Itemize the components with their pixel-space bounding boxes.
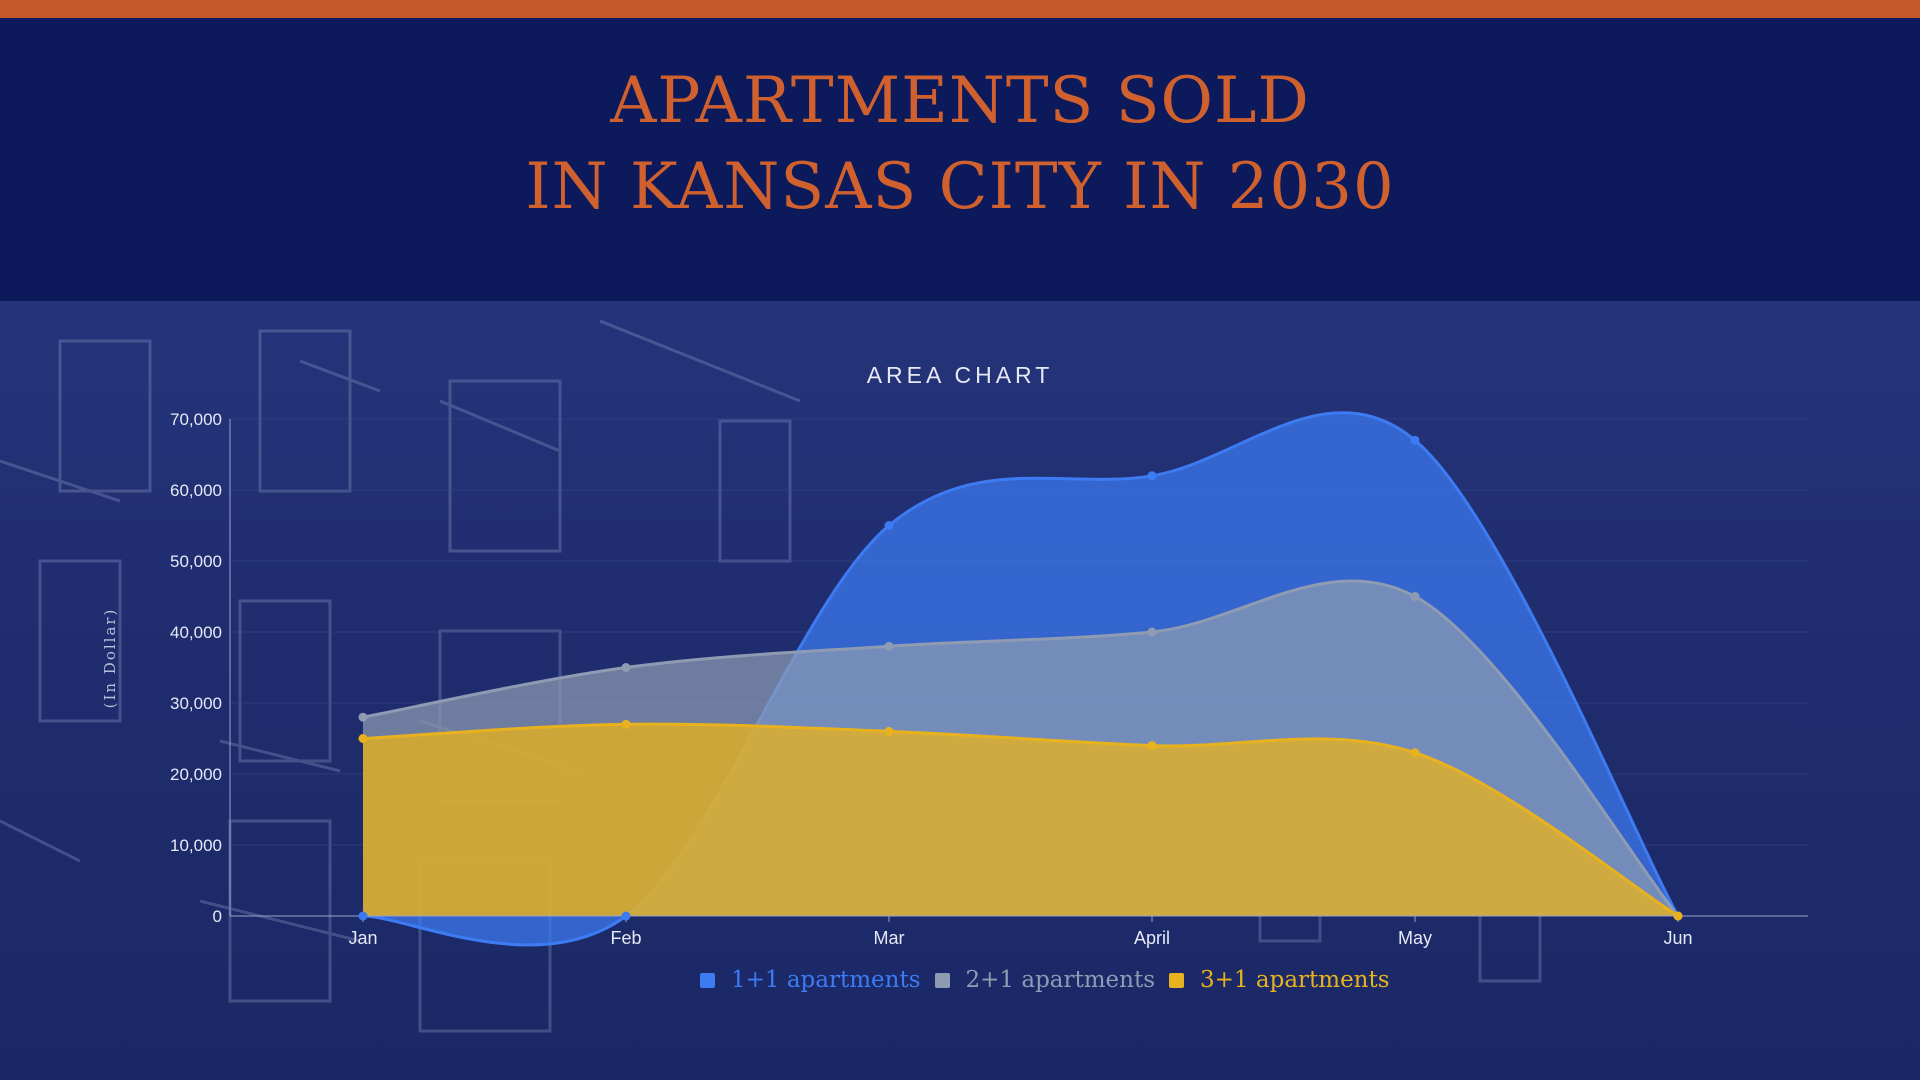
legend-swatch: [934, 972, 950, 988]
legend-item-2-1-apartments[interactable]: 2+1 apartments: [934, 967, 1156, 993]
line-3-1-apartments: [362, 722, 1679, 918]
line-1-1-apartments: [362, 411, 1680, 947]
point-1-1-apartments-april: [1147, 471, 1157, 481]
point-3-1-apartments-may: [1410, 748, 1420, 758]
line-2-1-apartments: [362, 579, 1680, 917]
chart-legend: 1+1 apartments 2+1 apartments 3+1 apartmen…: [700, 960, 1390, 1000]
y-tick-label: 20,000: [170, 765, 222, 784]
x-tick-label-feb: Feb: [610, 928, 641, 948]
y-tick-label: 40,000: [170, 623, 222, 642]
y-tick-label: 70,000: [170, 410, 222, 429]
legend-item-3-1-apartments[interactable]: 3+1 apartments: [1169, 967, 1390, 993]
point-2-1-apartments-mar: [884, 641, 894, 651]
point-2-1-apartments-jan: [358, 712, 368, 722]
point-3-1-apartments-jun: [1673, 911, 1683, 921]
title-line-1: APARTMENTS SOLD: [610, 64, 1310, 138]
top-accent-bar: [0, 0, 1920, 18]
legend-label: 1+1 apartments: [731, 967, 921, 993]
point-3-1-apartments-mar: [884, 726, 894, 736]
point-1-1-apartments-mar: [884, 521, 894, 530]
legend-label: 2+1 apartments: [965, 967, 1156, 993]
x-tick-label-jun: Jun: [1663, 928, 1692, 948]
point-1-1-apartments-feb: [621, 911, 631, 921]
y-tick-label: 60,000: [170, 481, 222, 500]
legend-swatch: [700, 972, 715, 988]
y-tick-label: 50,000: [170, 552, 222, 571]
page-title: APARTMENTS SOLD IN KANSAS CITY IN 2030: [0, 58, 1920, 230]
point-1-1-apartments-jan: [358, 911, 368, 921]
point-3-1-apartments-feb: [621, 719, 631, 729]
point-3-1-apartments-april: [1147, 741, 1157, 751]
x-tick-label-jan: Jan: [348, 928, 377, 948]
chart-title: AREA CHART: [866, 362, 1054, 388]
area-layer: [362, 411, 1680, 947]
y-tick-label: 30,000: [170, 694, 222, 713]
x-tick-label-april: April: [1134, 928, 1170, 948]
tick-label-layer: 0 10,000 20,000 30,000 40,000 50,000 60,000 70,…: [170, 410, 1693, 948]
legend-swatch: [1169, 972, 1185, 988]
legend-label: 3+1 apartments: [1200, 967, 1390, 993]
point-2-1-apartments-may: [1410, 592, 1420, 601]
point-3-1-apartments-jan: [358, 734, 368, 743]
y-tick-label: 10,000: [170, 836, 222, 855]
y-tick-label: 0: [213, 907, 222, 926]
x-tick-label-mar: Mar: [874, 928, 905, 948]
point-2-1-apartments-feb: [621, 663, 631, 672]
point-layer: [358, 435, 1683, 921]
area-3-1-apartments: [363, 724, 1678, 916]
title-line-2: IN KANSAS CITY IN 2030: [525, 150, 1395, 224]
point-1-1-apartments-may: [1410, 435, 1420, 445]
header-band: [0, 18, 1920, 301]
point-2-1-apartments-april: [1147, 627, 1157, 637]
legend-item-1-1-apartments[interactable]: 1+1 apartments: [700, 967, 921, 993]
x-tick-label-may: May: [1398, 928, 1432, 948]
